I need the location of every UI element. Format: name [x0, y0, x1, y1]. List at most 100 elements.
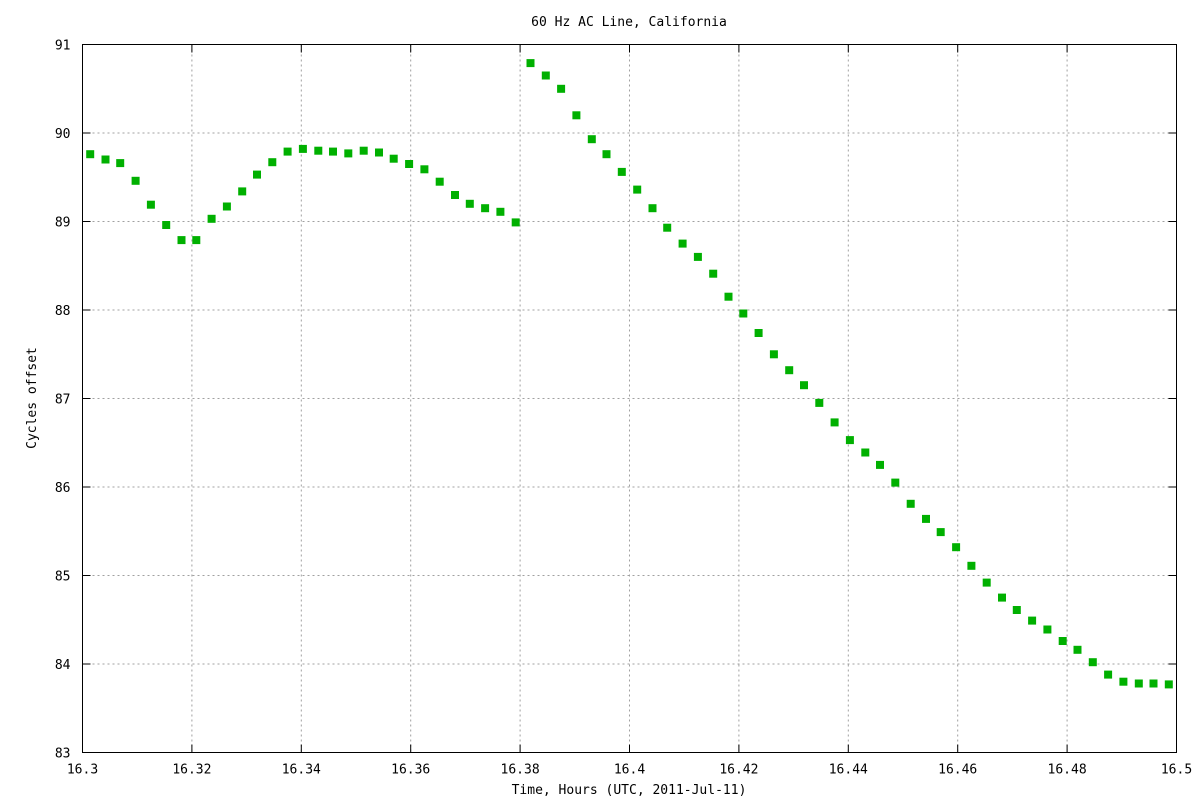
- grid-lines: [82, 44, 1177, 753]
- y-tick-label: 83: [55, 747, 71, 762]
- data-point: [283, 147, 292, 156]
- data-point: [329, 147, 337, 156]
- data-point: [541, 71, 550, 80]
- data-point: [253, 170, 261, 179]
- data-point: [496, 207, 505, 216]
- data-point: [602, 150, 611, 159]
- data-point: [709, 269, 718, 278]
- data-point: [207, 214, 216, 223]
- x-tick-label: 16.38: [501, 763, 540, 778]
- data-point: [314, 146, 323, 155]
- data-point: [830, 418, 839, 427]
- data-point: [998, 593, 1006, 602]
- data-point: [891, 478, 900, 487]
- data-point: [800, 381, 808, 390]
- data-point: [389, 154, 398, 163]
- data-point: [465, 199, 474, 208]
- data-point: [435, 177, 444, 186]
- y-tick-label: 85: [55, 570, 71, 585]
- data-points: [86, 59, 1173, 689]
- data-point: [192, 236, 201, 245]
- x-tick-label: 16.42: [719, 763, 758, 778]
- data-point: [359, 146, 368, 155]
- y-axis-label: Cycles offset: [25, 347, 40, 449]
- data-point: [268, 158, 277, 167]
- data-point: [754, 329, 763, 337]
- y-tick-label: 84: [55, 658, 71, 673]
- data-point: [739, 309, 748, 318]
- x-tick-label: 16.48: [1048, 763, 1087, 778]
- data-point: [1134, 679, 1143, 688]
- data-point: [1119, 677, 1128, 686]
- data-point: [952, 543, 961, 552]
- data-point: [1088, 658, 1097, 667]
- data-point: [769, 350, 778, 359]
- data-point: [86, 150, 95, 159]
- data-point: [648, 204, 657, 213]
- x-tick-label: 16.34: [282, 763, 321, 778]
- data-point: [1104, 670, 1113, 679]
- data-point: [177, 236, 186, 245]
- x-tick-label: 16.3: [67, 763, 98, 778]
- data-point: [633, 185, 642, 194]
- x-tick-labels: 16.3 16.32 16.34 16.36 16.38 16.4 16.42 16.44 16…: [67, 763, 1192, 778]
- data-point: [1012, 606, 1021, 614]
- data-point: [146, 200, 155, 209]
- data-point: [405, 160, 414, 168]
- plot-frame: [82, 44, 1177, 753]
- data-point: [511, 218, 520, 227]
- data-point: [526, 59, 535, 68]
- x-axis-label: Time, Hours (UTC, 2011-Jul-11): [512, 783, 747, 798]
- data-point: [815, 398, 824, 407]
- x-tick-label: 16.5: [1161, 763, 1192, 778]
- data-point: [222, 202, 231, 211]
- y-tick-label: 91: [55, 39, 71, 54]
- data-point: [420, 165, 429, 174]
- data-point: [1028, 616, 1037, 625]
- data-point: [1164, 680, 1173, 689]
- data-point: [724, 292, 733, 301]
- x-tick-label: 16.4: [614, 763, 645, 778]
- data-point: [131, 176, 140, 185]
- data-point: [693, 252, 702, 261]
- data-point: [572, 111, 581, 120]
- data-point: [344, 149, 353, 158]
- data-point: [617, 167, 626, 176]
- data-point: [1149, 679, 1158, 688]
- data-point: [587, 135, 596, 144]
- data-point: [557, 84, 566, 93]
- data-point: [982, 578, 991, 587]
- data-point: [922, 514, 930, 523]
- y-tick-labels: 83 84 85 86 87 88 89 90 91: [55, 39, 71, 762]
- x-tick-label: 16.36: [391, 763, 430, 778]
- y-tick-label: 86: [55, 481, 71, 496]
- y-tick-label: 90: [55, 127, 71, 142]
- x-tick-label: 16.46: [938, 763, 977, 778]
- data-point: [861, 448, 870, 457]
- data-point: [101, 155, 110, 164]
- data-point: [162, 221, 171, 229]
- data-point: [876, 460, 884, 469]
- data-point: [375, 148, 383, 157]
- data-point: [298, 144, 307, 153]
- data-point: [1043, 625, 1052, 634]
- x-tick-label: 16.44: [829, 763, 868, 778]
- data-point: [1058, 637, 1067, 645]
- data-point: [238, 187, 247, 196]
- data-point: [936, 528, 945, 537]
- data-point: [1073, 645, 1082, 654]
- y-tick-label: 87: [55, 393, 71, 408]
- data-point: [845, 436, 854, 445]
- data-point: [906, 499, 915, 508]
- y-tick-label: 88: [55, 304, 71, 319]
- x-tick-label: 16.32: [172, 763, 211, 778]
- data-point: [451, 191, 459, 199]
- data-point: [785, 366, 794, 375]
- data-point: [967, 561, 976, 570]
- data-point: [116, 159, 125, 168]
- y-tick-label: 89: [55, 216, 71, 231]
- data-point: [481, 204, 490, 213]
- chart-title: 60 Hz AC Line, California: [531, 15, 727, 30]
- data-point: [678, 239, 687, 248]
